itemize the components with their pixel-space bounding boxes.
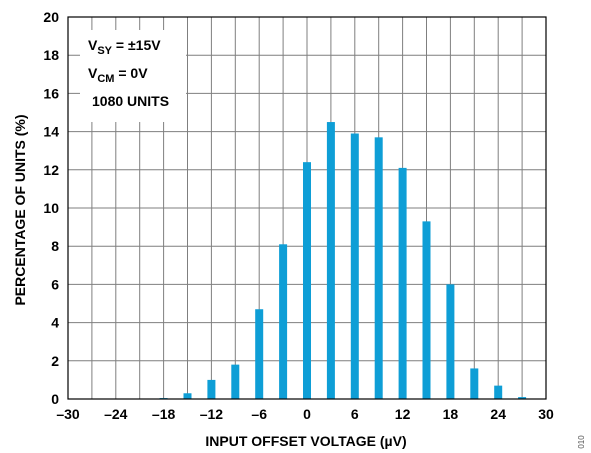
- histogram-bar: [446, 284, 455, 399]
- y-tick-label: 12: [43, 162, 59, 178]
- y-tick-label: 14: [43, 124, 59, 140]
- histogram-bar: [231, 364, 240, 399]
- x-tick-label: 0: [303, 406, 311, 422]
- plot-frame: [67, 16, 547, 400]
- x-tick-label: –18: [152, 406, 176, 422]
- histogram-bar: [470, 368, 479, 399]
- histogram-bar: [398, 167, 407, 399]
- annotation-line: 1080 UNITS: [92, 93, 169, 109]
- x-tick-label: 6: [351, 406, 359, 422]
- y-tick-label: 0: [51, 391, 59, 407]
- x-tick-label: 24: [490, 406, 506, 422]
- x-tick-label: –6: [251, 406, 267, 422]
- y-tick-label: 2: [51, 353, 59, 369]
- figure-code: 010: [577, 435, 586, 449]
- histogram-bar: [183, 393, 192, 399]
- y-tick-label: 18: [43, 47, 59, 63]
- x-tick-label: 12: [395, 406, 411, 422]
- bars: [159, 122, 527, 400]
- x-tick-label: –30: [56, 406, 80, 422]
- y-tick-label: 20: [43, 9, 59, 25]
- x-tick-label: 18: [443, 406, 459, 422]
- histogram-bar: [326, 122, 335, 400]
- y-tick-label: 4: [51, 315, 59, 331]
- y-tick-label: 16: [43, 85, 59, 101]
- x-tick-label: –24: [104, 406, 128, 422]
- x-tick-labels: –30 –24 –18 –12 –6 0 6 12 18 24 30: [56, 406, 554, 422]
- histogram-bar: [207, 379, 216, 399]
- x-axis-label: INPUT OFFSET VOLTAGE (µV): [205, 433, 406, 449]
- histogram-bar: [303, 162, 311, 399]
- x-tick-label: –12: [200, 406, 224, 422]
- histogram-bar: [279, 244, 288, 399]
- histogram-bar: [422, 221, 431, 399]
- histogram-bar: [494, 385, 503, 399]
- histogram-bar: [350, 133, 359, 399]
- y-tick-label: 6: [51, 276, 59, 292]
- histogram-bar: [518, 397, 527, 399]
- annotation-box: [80, 30, 186, 122]
- y-tick-labels: 0 2 4 6 8 10 12 14 16 18 20: [43, 9, 59, 407]
- y-tick-label: 8: [51, 238, 59, 254]
- annotation-line: VSY = ±15V: [88, 37, 161, 57]
- histogram-bar: [255, 309, 264, 399]
- y-tick-label: 10: [43, 200, 59, 216]
- histogram-bar: [374, 137, 383, 399]
- annotation-line: VCM = 0V: [88, 65, 148, 85]
- annotations: VSY = ±15V VCM = 0V 1080 UNITS: [88, 37, 169, 109]
- x-tick-label: 30: [538, 406, 554, 422]
- y-axis-label: PERCENTAGE OF UNITS (%): [12, 114, 28, 305]
